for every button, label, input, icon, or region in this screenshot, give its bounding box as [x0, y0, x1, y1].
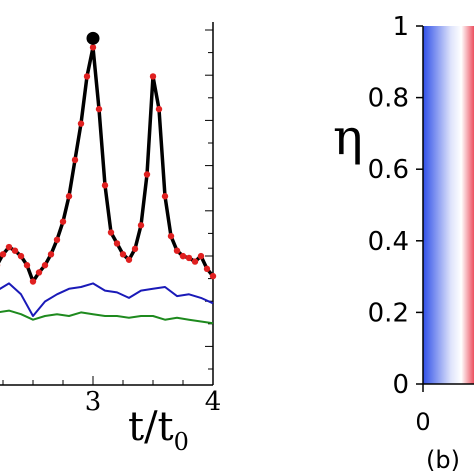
series-point-red-dotted: [17, 252, 25, 260]
series-point-red-dotted: [119, 251, 127, 258]
series-point-red-dotted: [155, 105, 163, 113]
panel-b-y-ticks: 0 0.2 0.4 0.6 0.8 1: [368, 12, 423, 400]
panel-b-x-tick-label: 0: [415, 408, 430, 436]
panel-b: 0 0.2 0.4 0.6 0.8 1 0 η (b): [333, 12, 474, 474]
series-point-red-dotted: [107, 229, 115, 236]
series-point-red-dotted: [77, 120, 85, 127]
series-point-red-dotted: [23, 262, 31, 269]
series-line-black-solid: [0, 45, 215, 284]
panel-b-y-tick-label: 1: [392, 12, 409, 42]
series-point-red-dotted: [0, 251, 7, 258]
panel-b-y-tick-label: 0.6: [368, 155, 409, 185]
series-point-red-dotted: [173, 247, 181, 254]
series-point-red-dotted: [185, 254, 193, 262]
panel-b-label: (b): [426, 446, 460, 474]
series-point-red-dotted: [29, 278, 37, 285]
panel-a-xlabel: t/t0: [128, 404, 189, 456]
series-point-red-dotted: [95, 105, 103, 113]
panel-b-y-tick-label: 0.2: [368, 298, 409, 328]
series-point-red-dotted: [5, 243, 13, 251]
series-point-red-dotted: [59, 218, 67, 225]
series-point-red-dotted: [47, 251, 55, 258]
series-point-red-dotted: [71, 156, 79, 164]
series-point-red-dotted: [179, 252, 187, 260]
panel-b-y-tick-label: 0.4: [368, 227, 409, 257]
panel-b-y-tick-label: 0: [392, 370, 409, 400]
panel-a-xlabel-base: t/t: [128, 404, 174, 450]
series-point-red-dotted: [191, 258, 199, 265]
series-point-red-dotted: [125, 256, 133, 263]
series-line-blue-solid: [0, 282, 214, 317]
series-point-red-dotted: [83, 73, 91, 80]
series-point-red-dotted: [35, 269, 43, 276]
series-point-red-dotted: [41, 262, 49, 269]
panel-b-y-tick-label: 0.8: [368, 84, 409, 114]
series-point-red-dotted: [197, 252, 205, 260]
series-point-red-dotted: [167, 232, 175, 240]
series-point-red-dotted: [209, 272, 217, 280]
series-point-red-dotted: [131, 245, 139, 253]
panel-b-colormap: [423, 26, 474, 384]
series-point-red-dotted: [143, 171, 151, 178]
panel-a-xlabel-sub: 0: [174, 428, 189, 456]
series-point-red-dotted: [53, 236, 61, 243]
series-line-green-solid: [0, 309, 214, 325]
series-point-red-dotted: [149, 73, 157, 80]
series-point-red-dotted: [11, 247, 19, 254]
series-point-red-dotted: [101, 182, 109, 189]
panel-a-axes: [0, 22, 214, 386]
peak-marker: [86, 31, 100, 45]
panel-a-series: [0, 31, 217, 325]
panel-b-ylabel: η: [333, 108, 363, 166]
series-point-red-dotted: [113, 240, 121, 247]
series-point-red-dotted: [137, 222, 145, 229]
series-point-red-dotted: [161, 193, 169, 200]
series-point-red-dotted: [203, 265, 211, 273]
panel-a-x-tick-label: 3: [85, 387, 102, 417]
panel-a-x-tick-label: 4: [205, 387, 222, 417]
series-point-red-dotted: [89, 44, 97, 51]
series-point-red-dotted: [65, 193, 73, 200]
